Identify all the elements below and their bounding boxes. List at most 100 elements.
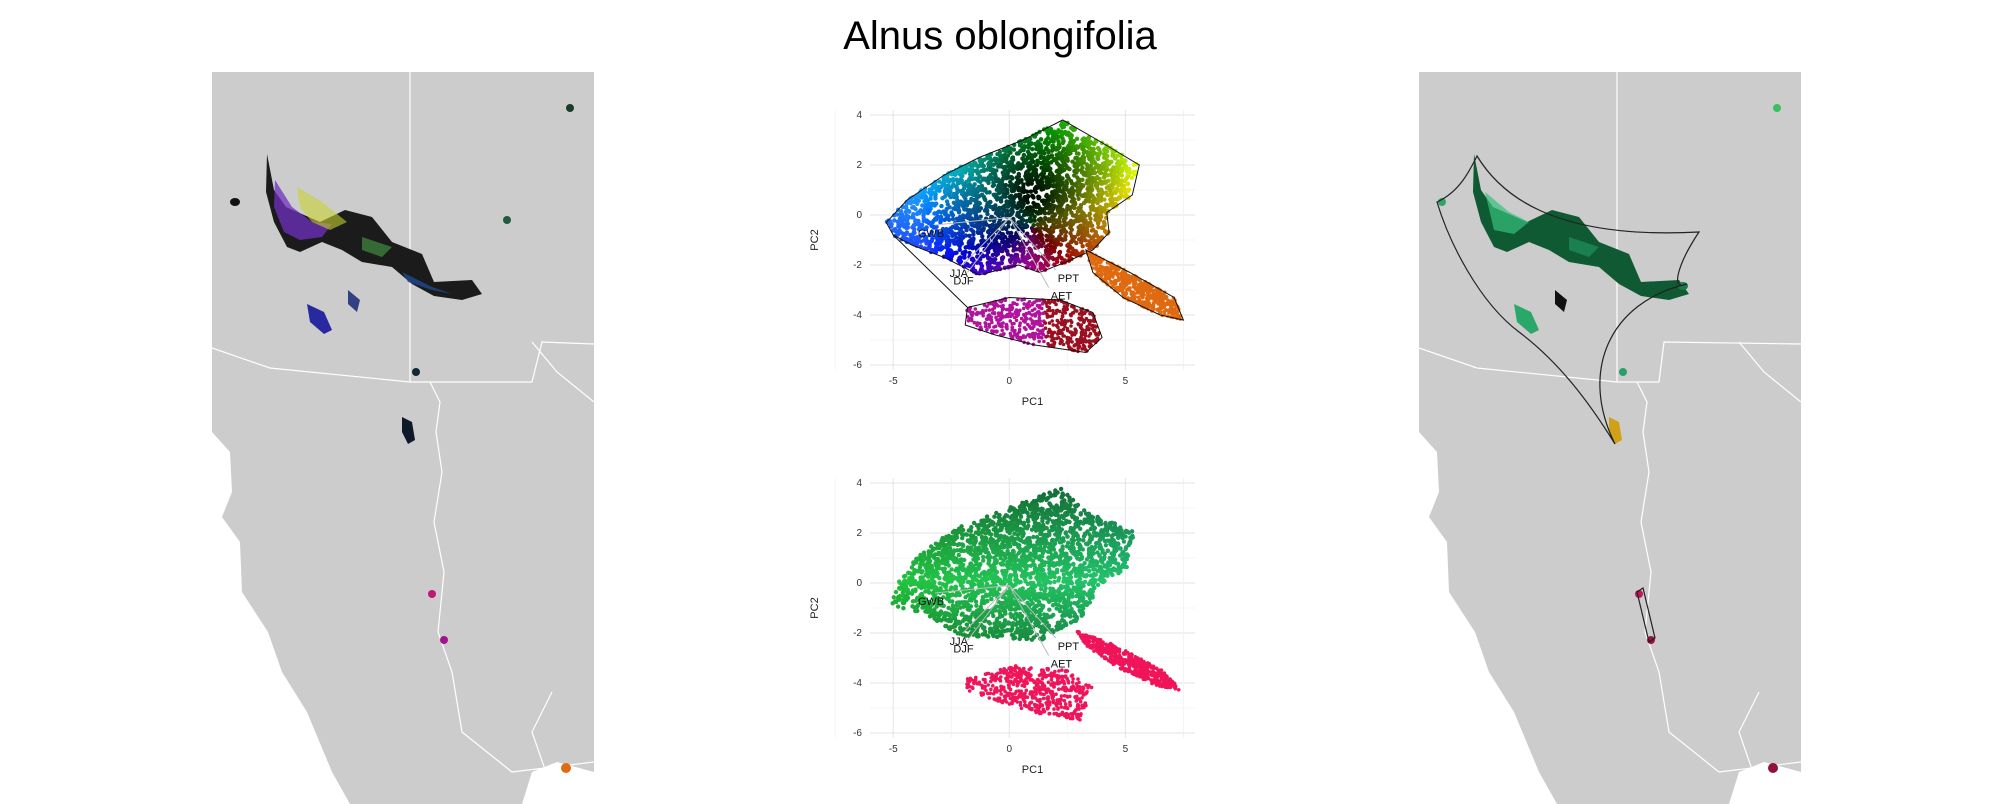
data-point bbox=[1010, 326, 1014, 330]
data-point bbox=[1070, 331, 1074, 335]
data-point bbox=[1117, 163, 1121, 167]
data-point bbox=[1048, 167, 1052, 171]
data-point bbox=[1047, 256, 1051, 260]
data-point bbox=[1066, 327, 1070, 331]
data-point bbox=[1095, 234, 1099, 238]
data-point bbox=[1041, 328, 1045, 332]
data-point bbox=[1049, 248, 1053, 252]
data-point bbox=[1053, 212, 1057, 216]
data-point bbox=[1003, 618, 1007, 622]
data-point bbox=[970, 317, 974, 321]
data-point bbox=[1045, 203, 1049, 207]
data-point bbox=[961, 218, 965, 222]
data-point bbox=[1060, 156, 1064, 160]
data-point bbox=[970, 164, 974, 168]
data-point bbox=[1045, 175, 1049, 179]
y-tick-label: -2 bbox=[853, 260, 862, 271]
data-point bbox=[1121, 291, 1125, 295]
data-point bbox=[1050, 179, 1054, 183]
data-point bbox=[1076, 152, 1080, 156]
data-point bbox=[1017, 214, 1021, 218]
data-point bbox=[1059, 487, 1063, 491]
data-point bbox=[982, 226, 986, 230]
data-point bbox=[1060, 136, 1064, 140]
data-point bbox=[983, 208, 987, 212]
data-point bbox=[1070, 234, 1074, 238]
data-point bbox=[934, 247, 938, 251]
data-point bbox=[960, 241, 964, 245]
data-point bbox=[1045, 305, 1049, 309]
data-point bbox=[1089, 208, 1093, 212]
data-point bbox=[978, 219, 982, 223]
data-point bbox=[1082, 136, 1086, 140]
data-point bbox=[1063, 237, 1067, 241]
data-point bbox=[958, 248, 962, 252]
data-point bbox=[1105, 193, 1109, 197]
data-point bbox=[1087, 239, 1091, 243]
data-point bbox=[986, 230, 990, 234]
data-point bbox=[1130, 293, 1134, 297]
data-point bbox=[1014, 242, 1018, 246]
data-point bbox=[1013, 329, 1017, 333]
data-point bbox=[1081, 170, 1085, 174]
data-point bbox=[949, 231, 953, 235]
data-point bbox=[1033, 186, 1037, 190]
data-point bbox=[1015, 336, 1019, 340]
data-point bbox=[1074, 213, 1078, 217]
data-point bbox=[991, 257, 995, 261]
data-point bbox=[1062, 227, 1066, 231]
data-point bbox=[1018, 195, 1022, 199]
data-point bbox=[958, 606, 962, 610]
data-point bbox=[1002, 240, 1006, 244]
data-point bbox=[1076, 177, 1080, 181]
data-point bbox=[1052, 323, 1056, 327]
data-point bbox=[1071, 252, 1075, 256]
data-point bbox=[1127, 167, 1131, 171]
data-point bbox=[1080, 147, 1084, 151]
data-point bbox=[1075, 164, 1079, 168]
data-point bbox=[992, 239, 996, 243]
data-point bbox=[1002, 307, 1006, 311]
data-point bbox=[1039, 266, 1043, 270]
data-point bbox=[967, 251, 971, 255]
data-point bbox=[1065, 307, 1069, 311]
data-point bbox=[1018, 259, 1022, 263]
data-point bbox=[1069, 126, 1073, 130]
data-point bbox=[956, 226, 960, 230]
data-point bbox=[934, 188, 938, 192]
data-point bbox=[1056, 128, 1060, 132]
data-point bbox=[1091, 262, 1095, 266]
arrow-label-ppt: PPT bbox=[1058, 273, 1080, 285]
data-point bbox=[980, 193, 984, 197]
data-point bbox=[1075, 338, 1079, 342]
data-point bbox=[1096, 225, 1100, 229]
data-point bbox=[992, 193, 996, 197]
data-point bbox=[1021, 182, 1025, 186]
data-point bbox=[905, 237, 909, 241]
data-point bbox=[961, 213, 965, 217]
data-point bbox=[973, 573, 977, 577]
data-point bbox=[951, 217, 955, 221]
data-point bbox=[954, 251, 958, 255]
data-point bbox=[995, 152, 999, 156]
data-point bbox=[920, 203, 924, 207]
data-point bbox=[993, 172, 997, 176]
data-point bbox=[1084, 334, 1088, 338]
data-point bbox=[1073, 309, 1077, 313]
data-point bbox=[1083, 214, 1087, 218]
data-point bbox=[994, 325, 998, 329]
data-point bbox=[969, 222, 973, 226]
data-point bbox=[1051, 144, 1055, 148]
data-point bbox=[1026, 323, 1030, 327]
data-point bbox=[1068, 190, 1072, 194]
data-point bbox=[1024, 161, 1028, 165]
data-point bbox=[1098, 261, 1102, 265]
data-point bbox=[927, 209, 931, 213]
data-point bbox=[999, 206, 1003, 210]
data-point bbox=[1014, 253, 1018, 257]
data-point bbox=[1038, 316, 1042, 320]
data-point bbox=[959, 237, 963, 241]
data-point bbox=[1053, 341, 1057, 345]
data-point bbox=[1038, 243, 1042, 247]
data-point bbox=[1052, 226, 1056, 230]
